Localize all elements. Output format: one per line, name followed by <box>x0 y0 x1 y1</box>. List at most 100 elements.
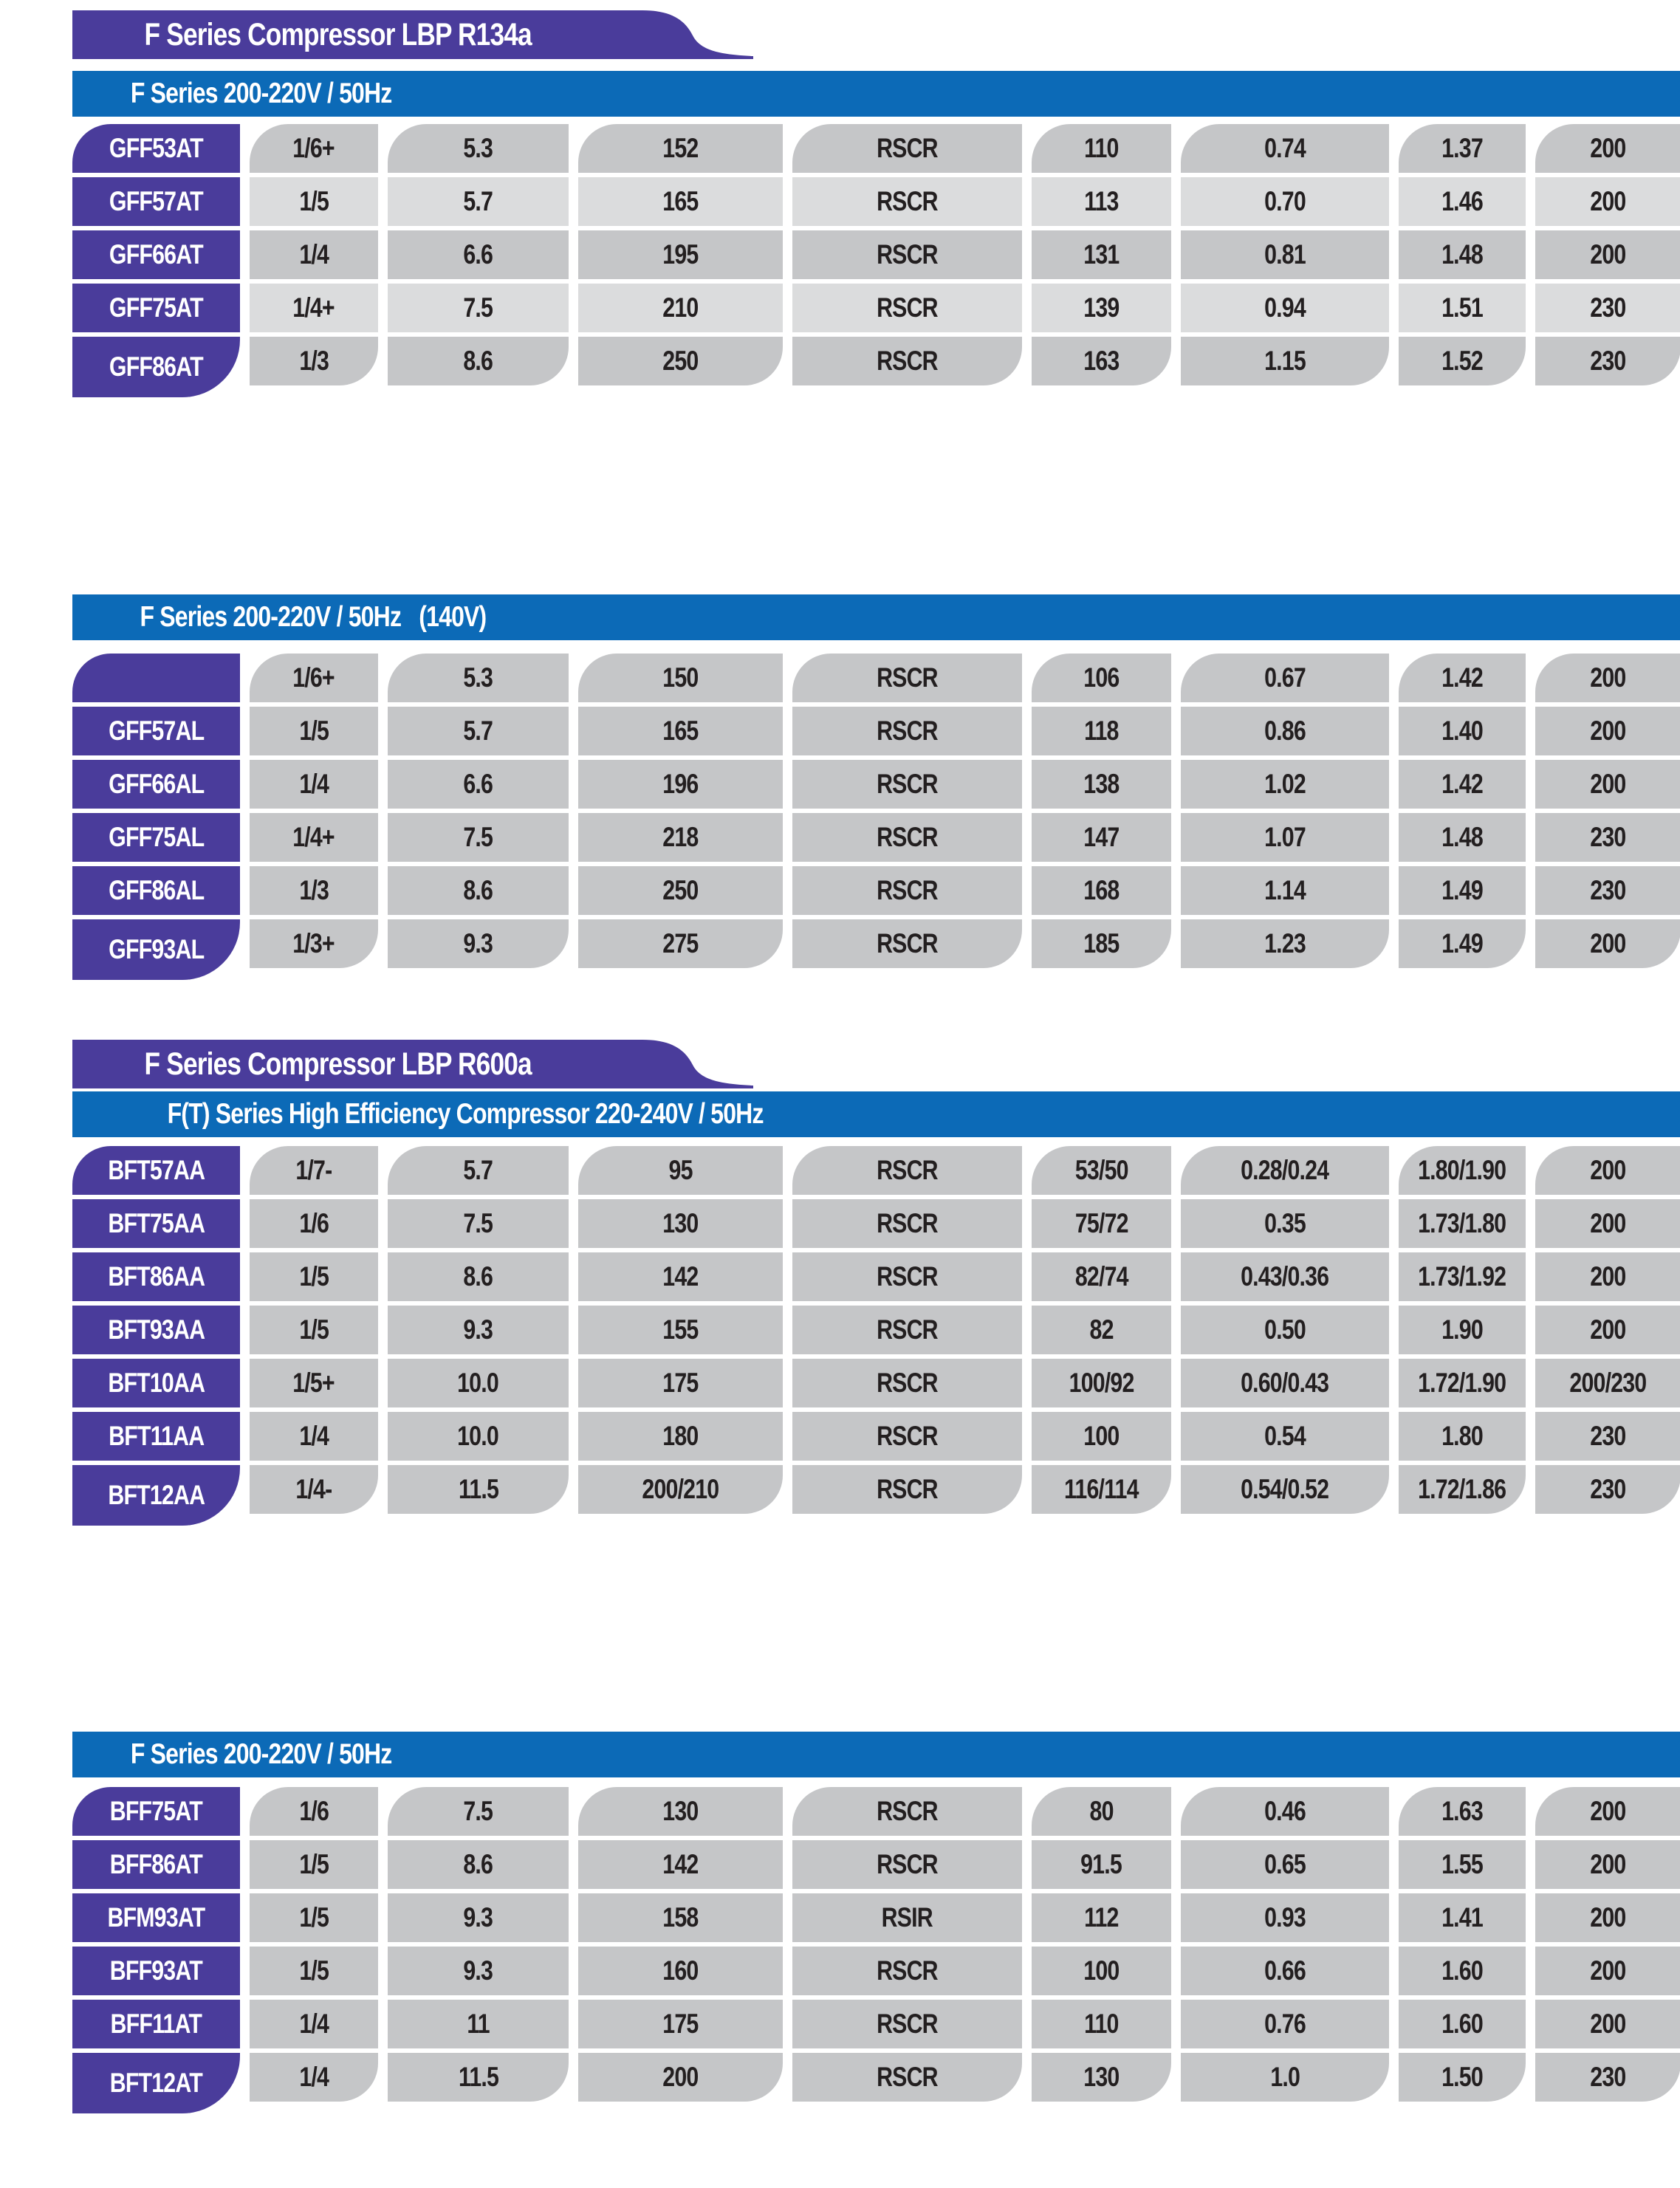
model-cell: GFF57AT <box>72 177 240 226</box>
cell-value: 1/4 <box>299 769 329 799</box>
model-label: BFF86AT <box>109 1849 203 1879</box>
model-label: BFF93AT <box>109 1955 203 1986</box>
table-cell-hp: 1/4+ <box>250 284 378 332</box>
table-cell-current: 0.74 <box>1181 124 1389 173</box>
model-cell: GFF66AL <box>72 760 240 809</box>
table-cell-motor-type: RSCR <box>792 1840 1022 1889</box>
cell-value: 75/72 <box>1074 1208 1129 1238</box>
cell-value: 1/5 <box>299 1261 329 1292</box>
cell-value: 0.93 <box>1264 1902 1306 1932</box>
cell-value: 1.80 <box>1441 1421 1484 1451</box>
model-cell: BFF11AT <box>72 2000 240 2048</box>
table-cell-capacity: 218 <box>578 813 783 862</box>
cell-value: 165 <box>662 186 699 216</box>
table-cell-current: 1.23 <box>1181 919 1389 968</box>
table-row: BFT11AA 1/4 10.0 180 RSCR 100 0.54 1.80 … <box>72 1412 1680 1461</box>
table-cell-current: 1.14 <box>1181 866 1389 915</box>
table-cell-voltage: 200 <box>1535 1146 1680 1195</box>
table-cell-cop: 1.41 <box>1399 1893 1526 1942</box>
table-cell-displacement: 11.5 <box>388 1465 569 1514</box>
banner-swoosh-shape <box>642 10 753 59</box>
table-row: BFT57AA 1/7- 5.7 95 RSCR 53/50 0.28/0.24… <box>72 1146 1680 1195</box>
table-row: BFT12AA 1/4- 11.5 200/210 RSCR 116/114 0… <box>72 1465 1680 1526</box>
cell-value: 200/210 <box>642 1474 720 1504</box>
cell-value: 1.55 <box>1441 1849 1484 1879</box>
table-cell-displacement: 10.0 <box>388 1412 569 1461</box>
table-cell-input: 116/114 <box>1032 1465 1171 1514</box>
table-cell-cop: 1.55 <box>1399 1840 1526 1889</box>
cell-value: 0.94 <box>1264 292 1306 323</box>
table-cell-capacity: 142 <box>578 1840 783 1889</box>
table-cell-displacement: 5.7 <box>388 1146 569 1195</box>
model-cell: BFT57AA <box>72 1146 240 1195</box>
table-cell-hp: 1/3+ <box>250 919 378 968</box>
cell-value: 9.3 <box>463 928 494 958</box>
cell-value: 1/5 <box>299 716 329 746</box>
subsection-banner-1: F Series 200-220V / 50Hz <box>72 71 1680 117</box>
cell-value: RSCR <box>877 1796 939 1826</box>
table-cell-input: 112 <box>1032 1893 1171 1942</box>
cell-value: 1.80/1.90 <box>1418 1155 1506 1185</box>
table-cell-voltage: 200 <box>1535 1306 1680 1354</box>
table-cell-displacement: 5.3 <box>388 124 569 173</box>
cell-value: RSCR <box>877 186 939 216</box>
table-row: BFF11AT 1/4 11 175 RSCR 110 0.76 1.60 20… <box>72 2000 1680 2048</box>
cell-value: 0.35 <box>1264 1208 1306 1238</box>
table-cell-displacement: 9.3 <box>388 919 569 968</box>
table-cell-displacement: 9.3 <box>388 1306 569 1354</box>
table-row: GFF57AL 1/5 5.7 165 RSCR 118 0.86 1.40 2… <box>72 707 1680 755</box>
table-cell-capacity: 200 <box>578 2053 783 2102</box>
table-cell-voltage: 200 <box>1535 707 1680 755</box>
cell-value: 200 <box>1590 1261 1626 1292</box>
cell-value: 100 <box>1083 1421 1120 1451</box>
table-cell-input: 130 <box>1032 2053 1171 2102</box>
cell-value: 1.60 <box>1441 2009 1484 2039</box>
table-cell-input: 110 <box>1032 2000 1171 2048</box>
table-cell-capacity: 130 <box>578 1199 783 1248</box>
model-label: BFT57AA <box>108 1155 205 1185</box>
cell-value: 1/4 <box>299 2062 329 2092</box>
table-cell-voltage: 230 <box>1535 2053 1680 2102</box>
cell-value: 10.0 <box>457 1368 500 1398</box>
table-cell-voltage: 200 <box>1535 919 1680 968</box>
cell-value: 200 <box>1590 239 1626 270</box>
table-cell-motor-type: RSCR <box>792 1787 1022 1836</box>
table-cell-input: 100 <box>1032 1947 1171 1995</box>
cell-value: 130 <box>1083 2062 1120 2092</box>
cell-value: 0.81 <box>1264 239 1306 270</box>
model-label: BFT10AA <box>108 1368 205 1398</box>
cell-value: 1/4 <box>299 1421 329 1451</box>
cell-value: 100/92 <box>1069 1368 1135 1398</box>
table-cell-cop: 1.37 <box>1399 124 1526 173</box>
cell-value: 0.67 <box>1264 662 1306 693</box>
table-cell-hp: 1/5 <box>250 707 378 755</box>
table-cell-hp: 1/5+ <box>250 1359 378 1407</box>
table-row: GFF75AT 1/4+ 7.5 210 RSCR 139 0.94 1.51 … <box>72 284 1680 332</box>
model-label: BFM93AT <box>107 1902 206 1932</box>
cell-value: 1.15 <box>1264 346 1306 376</box>
cell-value: 1/7- <box>295 1155 332 1185</box>
cell-value: 168 <box>1083 875 1120 905</box>
table-cell-cop: 1.63 <box>1399 1787 1526 1836</box>
cell-value: 1/5 <box>299 186 329 216</box>
table-cell-displacement: 7.5 <box>388 1199 569 1248</box>
table-cell-input: 91.5 <box>1032 1840 1171 1889</box>
table-cell-displacement: 8.6 <box>388 1252 569 1301</box>
table-cell-capacity: 160 <box>578 1947 783 1995</box>
cell-value: 82 <box>1089 1314 1114 1345</box>
table-cell-displacement: 7.5 <box>388 1787 569 1836</box>
cell-value: 1.49 <box>1441 875 1484 905</box>
subsection-title: F Series 200-220V / 50Hz <box>130 78 392 109</box>
cell-value: RSCR <box>877 822 939 852</box>
table-cell-voltage: 200 <box>1535 760 1680 809</box>
table-cell-motor-type: RSCR <box>792 2053 1022 2102</box>
section-banner-r134a: F Series Compressor LBP R134a <box>72 10 753 59</box>
model-cell: GFF86AT <box>72 337 240 397</box>
cell-value: 0.74 <box>1264 133 1306 163</box>
cell-value: 200 <box>1590 133 1626 163</box>
table-row: BFT93AA 1/5 9.3 155 RSCR 82 0.50 1.90 20… <box>72 1306 1680 1354</box>
cell-value: 138 <box>1083 769 1120 799</box>
cell-value: 163 <box>1083 346 1120 376</box>
table-cell-input: 147 <box>1032 813 1171 862</box>
table-row: GFF86AL 1/3 8.6 250 RSCR 168 1.14 1.49 2… <box>72 866 1680 915</box>
